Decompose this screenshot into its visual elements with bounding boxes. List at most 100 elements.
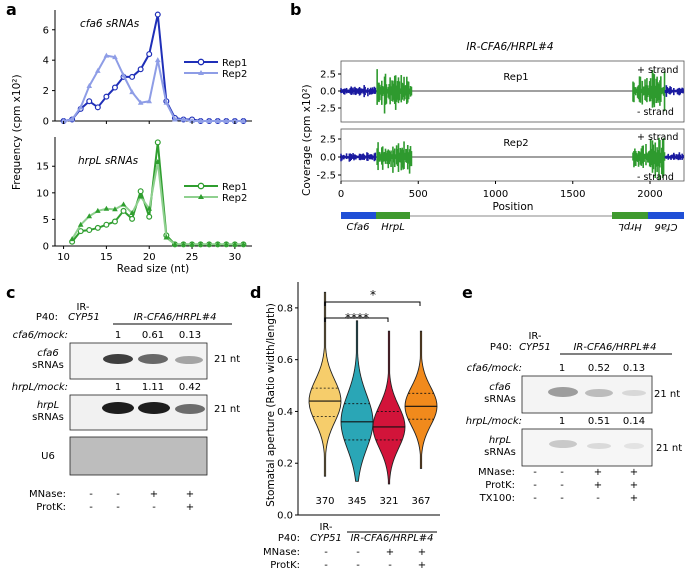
gene-label-hrpl: HrpL <box>381 222 405 233</box>
y-tick-label: 0.2 <box>277 459 293 470</box>
col1-header-line1: IR- <box>76 302 89 313</box>
data-point-rep1 <box>86 227 93 234</box>
mnase-label: MNase: <box>478 467 515 478</box>
protk-value: - <box>89 502 93 513</box>
band <box>103 354 133 364</box>
data-point-rep1 <box>77 228 84 235</box>
blot-label-line2: sRNAs <box>32 360 64 371</box>
data-point-rep2 <box>172 116 178 122</box>
ratio-value: 0.42 <box>179 382 201 393</box>
data-point-rep2 <box>214 241 221 247</box>
col1-line2: CYP51 <box>519 342 551 353</box>
data-point-rep1 <box>103 93 110 100</box>
band <box>624 443 644 449</box>
data-point-rep2 <box>146 98 153 104</box>
violin-plot: 0.0 0.2 0.4 0.6 0.8 * **** 370 345 321 367 <box>277 282 440 522</box>
data-point-rep1 <box>111 218 118 225</box>
ratio-label: cfa6/mock: <box>13 330 68 341</box>
data-point-rep2 <box>77 221 84 227</box>
significance-brackets: * **** <box>324 288 421 325</box>
data-point-rep2 <box>112 206 118 212</box>
ratio-value: 0.14 <box>623 416 645 427</box>
coverage-track-rep2: Rep2 + strand - strand 2.5 0.0 -2.5 <box>316 128 685 183</box>
protk-value: - <box>533 480 537 491</box>
data-point-rep2 <box>60 118 67 123</box>
mnase-label: MNase: <box>29 489 66 500</box>
minus-strand-label: - strand <box>637 107 674 118</box>
data-point-rep1 <box>129 215 136 222</box>
data-point-rep2 <box>232 241 238 247</box>
data-point-rep1 <box>154 11 161 18</box>
data-point-rep1 <box>146 213 153 220</box>
protk-label: ProtK: <box>485 480 515 491</box>
cfa6-ratio-row: cfa6/mock: 1 0.52 0.13 <box>467 363 646 374</box>
col1-line1: IR- <box>319 522 332 533</box>
p40-label: P40: <box>278 533 300 544</box>
data-point-rep1 <box>154 139 161 146</box>
col1-line2: CYP51 <box>310 533 342 544</box>
data-point-rep2 <box>137 99 144 105</box>
mnase-value: + <box>594 467 602 478</box>
sig-label-4star: **** <box>345 311 369 325</box>
x-tick-label: 1000 <box>483 189 508 200</box>
ratio-label: cfa6/mock: <box>467 363 522 374</box>
blot-frame <box>521 375 653 414</box>
mnase-value: - <box>324 547 328 558</box>
band <box>549 440 577 448</box>
panel-d-conditions: IR- P40: CYP51 IR-CFA6/HRPL#4 MNase: - -… <box>263 522 437 570</box>
data-point-rep2 <box>206 118 212 123</box>
group-header: IR-CFA6/HRPL#4 <box>573 342 656 353</box>
protk-value: - <box>356 560 360 570</box>
protk-value: - <box>388 560 392 570</box>
mnase-value: + <box>418 547 426 558</box>
panel-b-title: IR-CFA6/HRPL#4 <box>466 41 553 53</box>
tx100-value: - <box>560 493 564 504</box>
data-point-rep2 <box>197 118 204 123</box>
gene-segment-hrpl <box>376 212 410 219</box>
track-label: Rep2 <box>503 138 528 149</box>
legend-label-rep1: Rep1 <box>222 182 247 193</box>
x-tick-label: 2000 <box>637 189 662 200</box>
ratio-value: 1 <box>559 416 565 427</box>
y-tick-label: 0 <box>43 117 49 128</box>
band <box>622 390 646 396</box>
ratio-value: 0.13 <box>179 330 201 341</box>
gene-label-cfa6: Cfa6 <box>347 222 370 233</box>
data-point-rep2 <box>163 99 170 105</box>
data-point-rep2 <box>206 241 212 247</box>
gene-segment-cfa6 <box>341 212 376 219</box>
ratio-value: 1 <box>559 363 565 374</box>
x-tick-label: 10 <box>57 252 70 263</box>
series-line-rep2 <box>63 54 244 122</box>
data-point-rep2 <box>69 116 75 122</box>
data-point-rep2 <box>146 205 153 211</box>
y-tick-label: 0.0 <box>277 511 293 522</box>
ratio-value: 1 <box>115 330 121 341</box>
data-point-rep2 <box>223 118 230 123</box>
mnase-value: + <box>150 489 158 500</box>
data-point-rep2 <box>172 241 178 247</box>
chart-title: cfa6 sRNAs <box>80 18 140 30</box>
protk-value: + <box>186 502 194 513</box>
ratio-label: hrpL/mock: <box>12 382 68 393</box>
data-point-rep2 <box>197 241 204 247</box>
col1-line1: IR- <box>528 331 541 342</box>
x-tick-label: 500 <box>409 189 428 200</box>
x-tick-label: 25 <box>186 252 199 263</box>
ratio-value: 1 <box>115 382 121 393</box>
protk-label: ProtK: <box>270 560 300 570</box>
ratio-label: hrpL/mock: <box>466 416 522 427</box>
panel-a-letter: a <box>6 0 17 19</box>
cfa6-ratio-row: cfa6/mock: 1 0.61 0.13 <box>13 330 202 341</box>
bracket-star <box>324 301 421 306</box>
legend: Rep1 Rep2 <box>184 58 247 80</box>
data-point-rep2 <box>129 89 135 95</box>
band <box>175 404 205 414</box>
band <box>548 387 578 397</box>
panel-a-ylabel: Frequency (cpm x10²) <box>11 74 23 190</box>
data-point-rep2 <box>223 241 230 247</box>
count: 321 <box>379 496 398 507</box>
y-tick-label: -2.5 <box>316 171 336 182</box>
cfa6-blot: cfa6 sRNAs 21 nt <box>32 342 240 380</box>
data-point-rep1 <box>137 66 144 73</box>
